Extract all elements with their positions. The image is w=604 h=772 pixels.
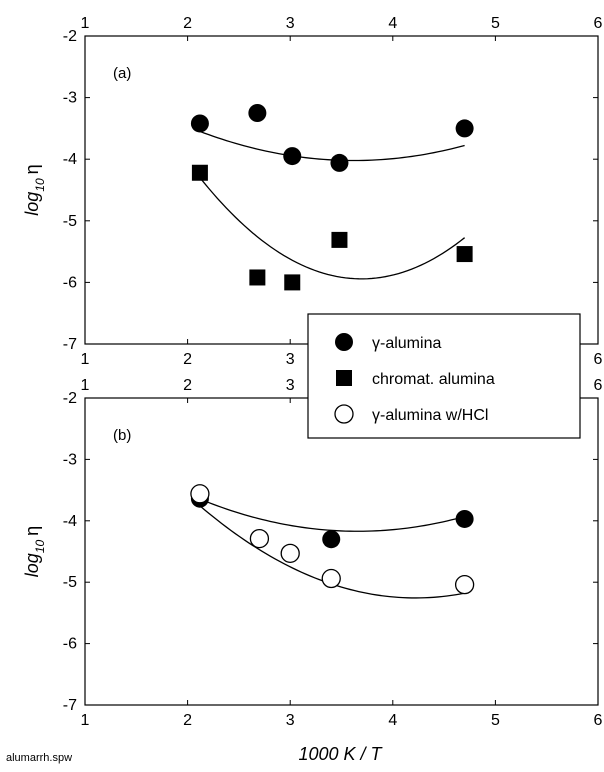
- y-tick-label: -4: [63, 513, 77, 530]
- legend-marker: [335, 333, 353, 351]
- data-point: [456, 246, 473, 263]
- data-point: [191, 164, 208, 181]
- x-tick-label-top: 6: [594, 15, 603, 32]
- x-tick-label-top: 3: [286, 15, 295, 32]
- data-point: [248, 104, 267, 122]
- legend-marker: [334, 404, 354, 424]
- data-point: [322, 530, 341, 549]
- data-point: [249, 528, 270, 549]
- x-tick-label-bottom: 4: [388, 712, 397, 729]
- x-tick-label-bottom: 6: [594, 351, 603, 368]
- legend-box: [307, 313, 581, 439]
- data-point: [455, 119, 474, 138]
- y-tick-label: -7: [63, 336, 77, 353]
- y-tick-label: -2: [63, 390, 77, 407]
- panel-label: (a): [113, 65, 131, 82]
- y-tick-label: -6: [63, 636, 77, 653]
- x-tick-label-bottom: 5: [491, 712, 500, 729]
- x-axis-title: 1000 K / T: [298, 744, 382, 764]
- chart-legend: γ-alumina chromat. alumina γ-alumina w/HCl: [307, 313, 581, 439]
- y-tick-label: -5: [63, 574, 77, 591]
- x-tick-label-top: 5: [491, 15, 500, 32]
- y-axis-title-main: log: [22, 553, 42, 577]
- x-tick-label-top: 6: [594, 377, 603, 394]
- y-tick-label: -6: [63, 274, 77, 291]
- legend-marker: [336, 370, 352, 386]
- x-tick-label-top: 4: [388, 15, 397, 32]
- x-tick-label-top: 2: [183, 15, 192, 32]
- file-name-footnote: alumarrh.spw: [6, 752, 73, 764]
- data-point: [280, 543, 300, 563]
- data-point: [190, 484, 210, 504]
- data-point: [321, 568, 341, 589]
- y-tick-label: -5: [63, 213, 77, 230]
- x-tick-label-bottom: 2: [183, 712, 192, 729]
- x-tick-label-top: 3: [286, 377, 295, 394]
- plot-frame: [84, 397, 599, 706]
- x-tick-label-top: 1: [81, 377, 90, 394]
- data-point: [454, 575, 475, 595]
- data-point: [190, 114, 209, 133]
- y-tick-label: -4: [63, 151, 77, 168]
- x-tick-label-bottom: 3: [286, 712, 295, 729]
- fit-curve: [199, 177, 466, 280]
- y-axis-title-main: log: [22, 192, 42, 216]
- x-tick-label-bottom: 3: [286, 351, 295, 368]
- x-tick-label-top: 2: [183, 377, 192, 394]
- y-axis-title: log10 η: [22, 164, 47, 215]
- x-tick-label-top: 1: [81, 15, 90, 32]
- y-axis-title-subscript: 10: [33, 178, 47, 192]
- y-tick-label: -3: [63, 90, 77, 107]
- y-axis-title-symbol: η: [22, 164, 42, 174]
- data-point: [455, 509, 474, 528]
- y-axis-title: log10 η: [22, 526, 47, 577]
- data-point: [330, 153, 349, 172]
- y-tick-label: -2: [63, 28, 77, 45]
- plot-frame: [84, 35, 599, 345]
- y-axis-title-subscript: 10: [33, 539, 47, 553]
- x-tick-label-bottom: 2: [183, 351, 192, 368]
- legend-label: γ-alumina w/HCl: [372, 407, 488, 424]
- legend-label: γ-alumina: [372, 335, 441, 352]
- x-tick-label-bottom: 1: [81, 712, 90, 729]
- data-point: [331, 231, 348, 248]
- y-tick-label: -7: [63, 697, 77, 714]
- data-point: [249, 269, 266, 286]
- y-tick-label: -3: [63, 451, 77, 468]
- fit-curve: [199, 498, 465, 532]
- x-tick-label-bottom: 1: [81, 351, 90, 368]
- data-point: [284, 274, 301, 291]
- data-point: [283, 147, 302, 166]
- fit-curve: [199, 130, 465, 162]
- panel-label: (b): [113, 427, 131, 444]
- y-axis-title-symbol: η: [22, 526, 42, 536]
- legend-label: chromat. alumina: [372, 371, 495, 388]
- x-tick-label-bottom: 6: [594, 712, 603, 729]
